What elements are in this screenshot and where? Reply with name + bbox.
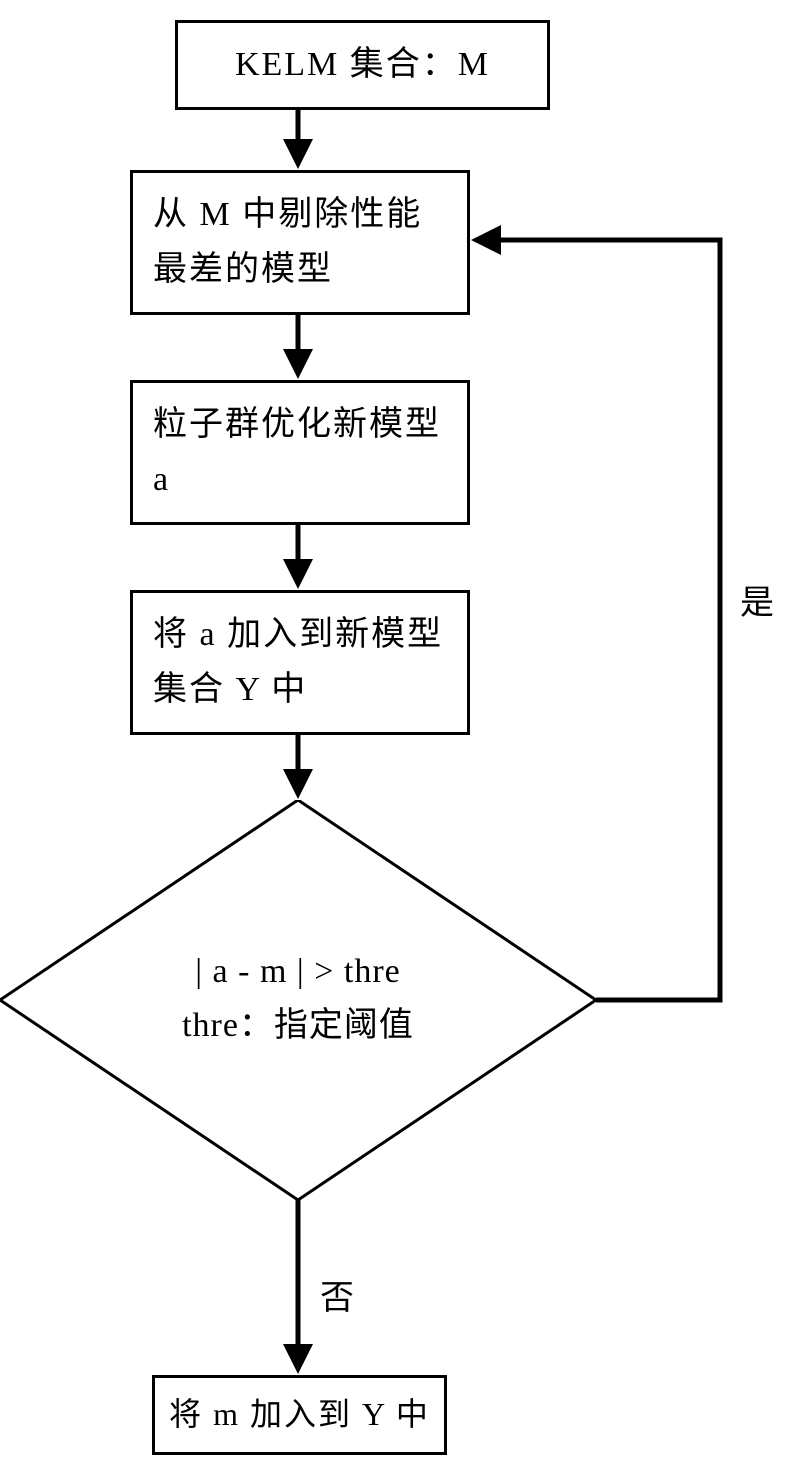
- edge-label-yes: 是: [740, 575, 774, 624]
- decision-line2: thre：指定阈值: [0, 999, 596, 1053]
- node-remove-worst-text: 从 M 中剔除性能最差的模型: [153, 188, 447, 297]
- node-add-m-text: 将 m 加入到 Y 中: [169, 1389, 430, 1440]
- node-add-to-y: 将 a 加入到新模型集合 Y 中: [130, 590, 470, 735]
- node-pso-optimize-text: 粒子群优化新模型 a: [153, 398, 447, 507]
- node-start-text: KELM 集合：M: [235, 38, 490, 92]
- node-add-m: 将 m 加入到 Y 中: [152, 1375, 447, 1455]
- flowchart-container: KELM 集合：M 从 M 中剔除性能最差的模型 粒子群优化新模型 a 将 a …: [0, 0, 812, 1471]
- edge-label-no: 否: [320, 1270, 354, 1319]
- node-pso-optimize: 粒子群优化新模型 a: [130, 380, 470, 525]
- node-remove-worst: 从 M 中剔除性能最差的模型: [130, 170, 470, 315]
- node-decision-text: | a - m | > thre thre：指定阈值: [0, 945, 596, 1054]
- node-decision: | a - m | > thre thre：指定阈值: [0, 800, 596, 1200]
- decision-line1: | a - m | > thre: [0, 945, 596, 999]
- node-start: KELM 集合：M: [175, 20, 550, 110]
- node-add-to-y-text: 将 a 加入到新模型集合 Y 中: [153, 608, 447, 717]
